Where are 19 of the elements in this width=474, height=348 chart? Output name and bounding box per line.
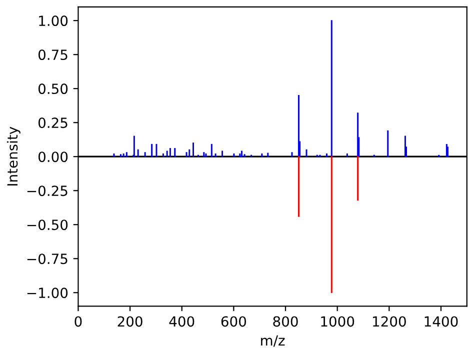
x-tick-label: 0: [74, 316, 82, 327]
y-tick-label: 0.25: [38, 118, 68, 128]
x-tick-label: 800: [273, 316, 298, 327]
x-tick-label: 1000: [321, 316, 354, 327]
x-tick-label: 200: [118, 316, 142, 327]
y-tick-label: −0.75: [27, 254, 68, 264]
y-tick-label: 0.00: [38, 152, 68, 162]
y-tick-label: 0.75: [38, 50, 68, 60]
x-tick-label: 1400: [424, 316, 458, 327]
y-tick-label: 1.00: [39, 16, 68, 26]
x-tick-label: 1200: [373, 316, 406, 327]
y-tick-label: −0.50: [27, 220, 68, 230]
y-axis-title: Intensity: [6, 126, 20, 186]
y-tick-label: 0.50: [38, 84, 68, 94]
x-axis-title: m/z: [261, 335, 285, 347]
y-tick-label: −0.25: [27, 186, 68, 196]
x-tick-label: 600: [221, 316, 246, 327]
y-tick-label: −1.00: [27, 288, 68, 298]
x-tick-label: 400: [169, 316, 194, 327]
